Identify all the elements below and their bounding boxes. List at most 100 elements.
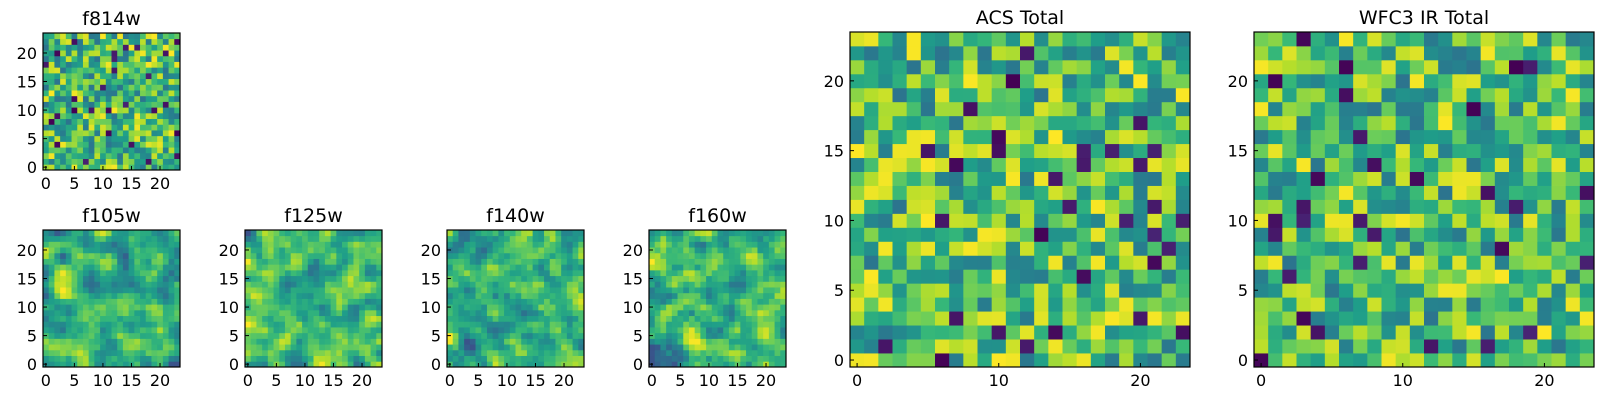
- heatmap-cell: [174, 44, 181, 51]
- heatmap-cell: [324, 281, 332, 288]
- heatmap-cell: [1381, 227, 1397, 242]
- heatmap-cell: [54, 67, 61, 74]
- heatmap-cell: [100, 344, 107, 351]
- heatmap-cell: [906, 283, 922, 298]
- heatmap-cell: [694, 327, 701, 334]
- heatmap-cell: [486, 258, 494, 265]
- heatmap-cell: [122, 235, 130, 242]
- heatmap-cell: [1353, 45, 1368, 61]
- heatmap-cell: [1480, 297, 1496, 312]
- heatmap-cell: [60, 332, 67, 339]
- heatmap-cell: [1565, 157, 1581, 172]
- heatmap-cell: [1466, 297, 1482, 312]
- heatmap-cell: [532, 309, 539, 317]
- heatmap-cell: [977, 115, 993, 131]
- heatmap-cell: [100, 269, 107, 277]
- heatmap-cell: [1494, 87, 1510, 103]
- heatmap-cell: [1551, 143, 1567, 159]
- heatmap-cell: [140, 349, 147, 356]
- heatmap-cell: [498, 338, 505, 345]
- heatmap-cell: [77, 321, 84, 328]
- heatmap-cell: [1438, 185, 1453, 200]
- heatmap-cell: [162, 55, 169, 62]
- heatmap-cell: [504, 315, 511, 322]
- heatmap-cell: [324, 247, 332, 254]
- heatmap-cell: [1367, 171, 1382, 186]
- heatmap-cell: [768, 287, 775, 294]
- heatmap-cell: [1268, 115, 1283, 131]
- heatmap-cell: [1452, 353, 1467, 368]
- heatmap-cell: [82, 147, 90, 154]
- heatmap-cell: [1034, 129, 1049, 145]
- heatmap-cell: [279, 292, 286, 299]
- heatmap-cell: [77, 252, 84, 259]
- heatmap-cell: [1395, 255, 1411, 270]
- heatmap-cell: [105, 309, 112, 317]
- heatmap-cell: [977, 87, 993, 103]
- heatmap-cell: [128, 321, 135, 328]
- heatmap-cell: [935, 59, 950, 75]
- heatmap-cell: [279, 315, 286, 322]
- heatmap-cell: [88, 90, 95, 97]
- heatmap-cell: [48, 44, 55, 51]
- heatmap-cell: [162, 349, 169, 356]
- heatmap-cell: [60, 321, 67, 328]
- heatmap-cell: [660, 275, 667, 282]
- heatmap-cell: [1268, 325, 1283, 340]
- heatmap-cell: [1409, 325, 1425, 340]
- heatmap-cell: [452, 315, 459, 322]
- heatmap-cell: [878, 325, 893, 340]
- heatmap-cell: [353, 275, 360, 282]
- heatmap-cell: [1062, 45, 1078, 61]
- heatmap-cell: [949, 241, 964, 256]
- heatmap-cell: [711, 252, 718, 259]
- heatmap-cell: [65, 158, 72, 165]
- heatmap-cell: [376, 315, 383, 322]
- heatmap-cell: [174, 95, 181, 102]
- heatmap-cell: [336, 309, 343, 317]
- heatmap-cell: [486, 275, 494, 282]
- heatmap-cell: [717, 355, 724, 362]
- heatmap-cell: [469, 344, 476, 351]
- heatmap-cell: [319, 241, 326, 248]
- heatmap-cell: [509, 355, 516, 362]
- heatmap-cell: [151, 118, 158, 125]
- heatmap-cell: [324, 344, 332, 351]
- heatmap-cell: [475, 298, 482, 305]
- heatmap-cell: [1076, 185, 1092, 200]
- heatmap-cell: [48, 130, 55, 137]
- heatmap-cell: [991, 101, 1007, 117]
- x-tick-label: 15: [727, 371, 747, 390]
- heatmap-cell: [561, 292, 568, 299]
- heatmap-cell: [963, 59, 978, 75]
- heatmap-cell: [111, 252, 118, 259]
- heatmap-cell: [1147, 171, 1163, 186]
- heatmap-cell: [486, 247, 494, 254]
- heatmap-cell: [284, 361, 292, 368]
- heatmap-cell: [1438, 115, 1453, 131]
- heatmap-cell: [864, 32, 879, 47]
- y-tick-label: 10: [1228, 211, 1248, 230]
- heatmap-cell: [1409, 171, 1425, 186]
- heatmap-cell: [561, 321, 568, 328]
- heatmap-cell: [48, 349, 55, 356]
- heatmap-cell: [353, 264, 360, 271]
- heatmap-cell: [134, 281, 141, 288]
- heatmap-cell: [319, 355, 326, 362]
- heatmap-cell: [168, 33, 175, 40]
- y-tick-label: 20: [623, 241, 643, 260]
- heatmap-cell: [157, 44, 164, 51]
- heatmap-cell: [105, 361, 112, 368]
- heatmap-cell: [683, 292, 690, 299]
- heatmap-cell: [128, 292, 135, 299]
- heatmap-cell: [1296, 227, 1312, 242]
- heatmap-cell: [452, 298, 459, 305]
- x-tick-label: 5: [69, 174, 79, 193]
- heatmap-cell: [740, 292, 747, 299]
- heatmap-cell: [65, 230, 72, 237]
- x-tick-label: 0: [41, 371, 51, 390]
- heatmap-cell: [1161, 269, 1177, 284]
- heatmap-cell: [498, 344, 505, 351]
- heatmap-cell: [1509, 311, 1524, 326]
- heatmap-cell: [740, 281, 747, 288]
